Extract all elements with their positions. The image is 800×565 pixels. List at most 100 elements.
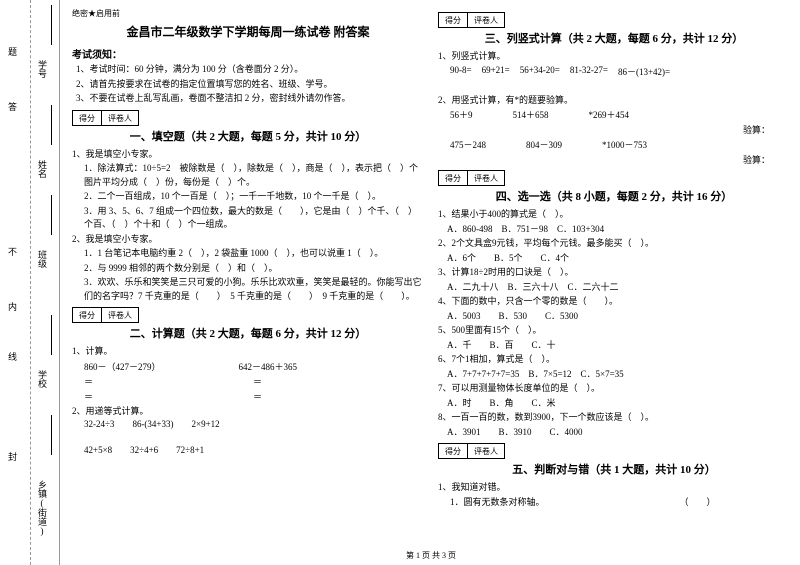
exam-page: 乡镇(街道) 学校 班级 姓名 学号 封 线 内 不 答 题 绝密★启用前 金昌… [0, 0, 800, 565]
blank-id [51, 5, 61, 45]
two-columns: 绝密★启用前 金昌市二年级数学下学期每周一练试卷 附答案 考试须知： 1、考试时… [72, 8, 790, 546]
expr: 72÷8+1 [176, 445, 204, 455]
expr: 56+34-20= [520, 65, 560, 78]
main-content: 绝密★启用前 金昌市二年级数学下学期每周一练试卷 附答案 考试须知： 1、考试时… [60, 0, 800, 565]
expr: 81-32-27= [570, 65, 608, 78]
q1-3: 3．用 3、5、6、7 组成一个四位数，最大的数是（ ），它是由（ ）个千、（ … [72, 205, 424, 232]
spacer [438, 80, 790, 94]
expr: 804－309 [526, 138, 562, 151]
s4-i9: A．千 B．百 C．十 [438, 339, 790, 353]
grader-label: 评卷人 [102, 110, 139, 126]
seal-char: 不 [8, 245, 17, 258]
s4-i5: A．二九十八 B．三六十八 C．二六十二 [438, 281, 790, 295]
blank-township [51, 415, 61, 455]
seal-char: 内 [8, 300, 17, 313]
section-4-title: 四、选一选（共 8 小题，每题 2 分，共计 16 分） [438, 188, 790, 204]
blank-school [51, 315, 61, 355]
s4-i10: 6、7个1相加，算式是（ ）。 [438, 353, 790, 367]
score-box-4: 得分 评卷人 [438, 170, 790, 186]
s4-i1: A．860-498 B．751－98 C．103+304 [438, 223, 790, 237]
eq: ＝ [84, 390, 93, 403]
expr: 2×9+12 [192, 419, 220, 429]
s4-i0: 1、结果小于400的算式是（ ）。 [438, 208, 790, 222]
s4-i8: 5、500里面有15个（ ）。 [438, 324, 790, 338]
score-box-1: 得分 评卷人 [72, 110, 424, 126]
s5-q1-head: 1、我知道对错。 [438, 481, 790, 495]
s2-row1: 860－（427－279） 642－486＋365 [72, 360, 424, 373]
score-label: 得分 [72, 110, 102, 126]
score-label: 得分 [72, 307, 102, 323]
section-5-title: 五、判断对与错（共 1 大题，共计 10 分） [438, 461, 790, 477]
section-1-title: 一、填空题（共 2 大题，每题 5 分，共计 10 分） [72, 128, 424, 144]
expr: 86-(34+33) [132, 419, 173, 429]
score-label: 得分 [438, 170, 468, 186]
label-township: 乡镇(街道) [36, 480, 49, 536]
grader-label: 评卷人 [468, 443, 505, 459]
s4-i3: A．6个 B．5个 C．4个 [438, 252, 790, 266]
score-box-5: 得分 评卷人 [438, 443, 790, 459]
expr: 642－486＋365 [239, 360, 298, 373]
notice-1: 1、考试时间：60 分钟，满分为 100 分（含卷面分 2 分）。 [72, 63, 424, 77]
grader-label: 评卷人 [468, 12, 505, 28]
score-box-2: 得分 评卷人 [72, 307, 424, 323]
eq: ＝ [84, 375, 93, 388]
s4-i4: 3、计算18÷2时用的口诀是（ ）。 [438, 266, 790, 280]
check-2: 验算： [438, 153, 790, 166]
s3-q2-head: 2、用竖式计算，有*的题要验算。 [438, 94, 790, 108]
blank-class [51, 195, 61, 235]
q1-2: 2．二个一百组成，10 个一百是（ ）；一千一千地数，10 个一千是（ ）。 [72, 190, 424, 204]
s2-eq2: ＝ ＝ [72, 390, 424, 403]
s2-row2: 32-24÷3 86-(34+33) 2×9+12 [72, 419, 424, 429]
s3-row3: 475－248 804－309 *1000－753 [438, 138, 790, 151]
s4-i2: 2、2个文具盒9元钱，平均每个元钱。最多能买（ ）。 [438, 237, 790, 251]
eq: ＝ [253, 375, 262, 388]
label-school: 学校 [36, 370, 49, 388]
score-box-3: 得分 评卷人 [438, 12, 790, 28]
notice-2: 2、请首先按要求在试卷的指定位置填写您的姓名、班级、学号。 [72, 78, 424, 92]
label-id: 学号 [36, 60, 49, 78]
section-2-title: 二、计算题（共 2 大题，每题 6 分，共计 12 分） [72, 325, 424, 341]
s5-item: 1．圆有无数条对称轴。 （ ） [438, 496, 790, 510]
s2-q1-head: 1、计算。 [72, 345, 424, 359]
expr: *1000－753 [602, 138, 647, 151]
q2-head: 2、我是填空小专家。 [72, 233, 424, 247]
q2-1: 1．1 台笔记本电脑约重 2（ ），2 袋盐重 1000（ ），也可以说重 1（… [72, 247, 424, 261]
label-name: 姓名 [36, 160, 49, 178]
seal-char: 题 [8, 45, 17, 58]
label-class: 班级 [36, 250, 49, 268]
notice-heading: 考试须知： [72, 46, 424, 61]
q2-3: 3．欢欢、乐乐和笑笑是三只可爱的小狗。乐乐比欢欢重，笑笑是最轻的。你能写出它们的… [72, 276, 424, 303]
grader-label: 评卷人 [468, 170, 505, 186]
seal-char: 线 [8, 350, 17, 363]
q2-2: 2．与 9999 相邻的两个数分别是（ ）和（ ）。 [72, 262, 424, 276]
expr: 860－（427－279） [84, 360, 161, 373]
expr: 69+21= [482, 65, 510, 78]
s2-q2-head: 2、用递等式计算。 [72, 405, 424, 419]
q1-head: 1、我是填空小专家。 [72, 148, 424, 162]
score-label: 得分 [438, 12, 468, 28]
expr: 514＋658 [513, 108, 549, 121]
page-footer: 第 1 页 共 3 页 [72, 550, 790, 561]
score-label: 得分 [438, 443, 468, 459]
expr: 475－248 [450, 138, 486, 151]
q1-1: 1．除法算式：10÷5=2 被除数是（ ），除数是（ ），商是（ ），表示把（ … [72, 162, 424, 189]
expr: *269＋454 [589, 108, 630, 121]
secret-tag: 绝密★启用前 [72, 8, 424, 19]
expr: 42+5×8 [84, 445, 112, 455]
s4-i14: 8、一百一百的数，数到3900，下一个数应该是（ ）。 [438, 411, 790, 425]
expr: 32-24÷3 [84, 419, 114, 429]
column-left: 绝密★启用前 金昌市二年级数学下学期每周一练试卷 附答案 考试须知： 1、考试时… [72, 8, 424, 546]
column-right: 得分 评卷人 三、列竖式计算（共 2 大题，每题 6 分，共计 12 分） 1、… [438, 8, 790, 546]
s4-i15: A．3901 B．3910 C．4000 [438, 426, 790, 440]
s3-row2: 56＋9 514＋658 *269＋454 [438, 108, 790, 121]
seal-char: 封 [8, 450, 17, 463]
section-3-title: 三、列竖式计算（共 2 大题，每题 6 分，共计 12 分） [438, 30, 790, 46]
notice-3: 3、不要在试卷上乱写乱画，卷面不整洁扣 2 分，密封线外请勿作答。 [72, 92, 424, 106]
blank-name [51, 105, 61, 145]
s3-row1: 90-8= 69+21= 56+34-20= 81-32-27= 86－(13+… [438, 65, 790, 78]
s4-i11: A．7+7+7+7+7=35 B．7×5=12 C．5×7=35 [438, 368, 790, 382]
check-1: 验算： [438, 123, 790, 136]
s2-row3: 42+5×8 32÷4+6 72÷8+1 [72, 445, 424, 455]
expr: 32÷4+6 [130, 445, 158, 455]
s4-i7: A．5003 B．530 C．5300 [438, 310, 790, 324]
